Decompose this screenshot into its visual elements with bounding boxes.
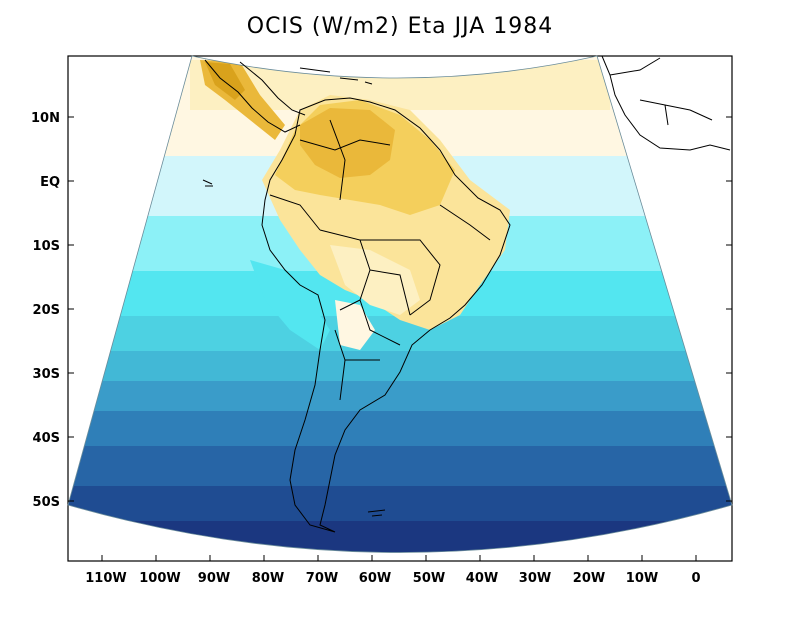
band-teal [68,351,732,381]
caribbean-islands [299,67,373,85]
lat-label-eq: EQ [40,175,60,190]
central-america-coast-north [239,61,306,116]
pacific-coast-cyan [250,260,330,350]
axis-ticks [68,116,732,561]
band-mid-blue [68,411,732,446]
central-america-coast [204,59,301,133]
map-title: OCIS (W/m2) Eta JJA 1984 [246,14,554,39]
lon-label-10w: 10W [626,571,658,586]
lon-label-110w: 110W [85,571,126,586]
lon-label-70w: 70W [306,571,338,586]
lat-label-10n: 10N [31,111,60,126]
coastlines [202,55,731,533]
lon-label-20w: 20W [573,571,605,586]
domain-outline [67,55,733,553]
lat-label-10s: 10S [33,239,60,254]
lat-label-40s: 40S [33,431,60,446]
lat-label-50s: 50S [33,495,60,510]
band-deep-blue [68,486,732,521]
band-aqua [68,316,732,351]
galapagos [202,179,213,187]
lon-label-60w: 60W [359,571,391,586]
lat-label-20s: 20S [33,303,60,318]
band-steel [68,381,732,411]
flux-field [68,56,732,553]
lon-label-30w: 30W [519,571,551,586]
band-blue [68,446,732,486]
southern-cone-cream [335,300,375,350]
country-borders [269,119,491,401]
africa-coast [601,55,731,151]
lon-label-0: 0 [691,571,700,586]
latitude-labels: 10N EQ 10S 20S 30S 40S 50S [31,111,60,510]
south-america-coast [261,97,511,533]
lon-label-40w: 40W [466,571,498,586]
longitude-labels: 110W 100W 90W 80W 70W 60W 50W 40W 30W 20… [85,571,700,586]
lon-label-50w: 50W [413,571,445,586]
lon-label-80w: 80W [252,571,284,586]
falklands [367,509,386,517]
brazil-plateau-field [330,245,420,315]
lon-label-100w: 100W [139,571,180,586]
lat-label-30s: 30S [33,367,60,382]
lon-label-90w: 90W [198,571,230,586]
continent-field-orange [300,108,395,178]
africa-borders [609,57,713,126]
